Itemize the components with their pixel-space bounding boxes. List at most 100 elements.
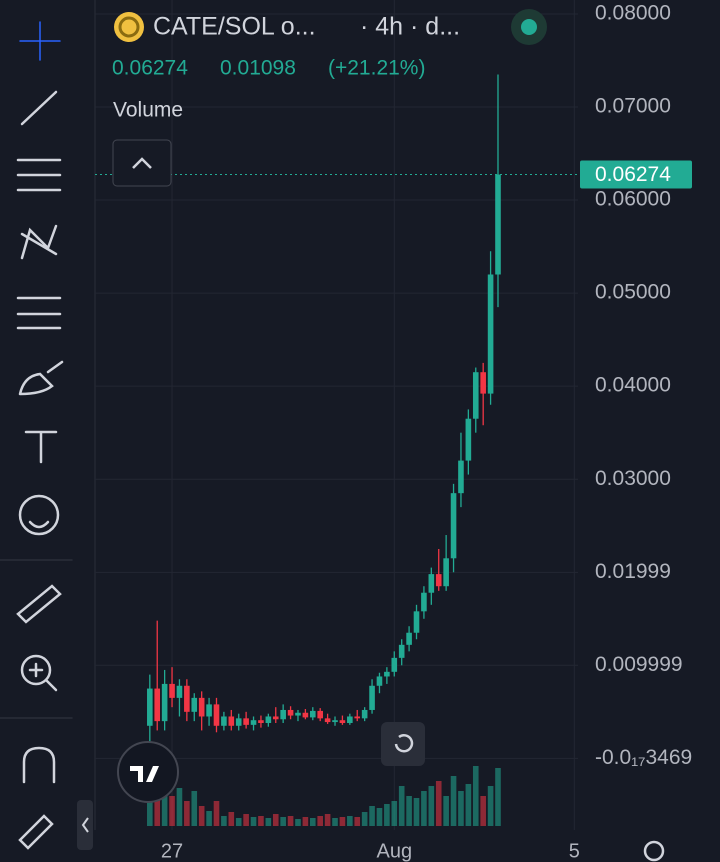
toolbar-separator — [0, 559, 73, 719]
candle-body — [295, 712, 301, 716]
volume-bar — [435, 781, 442, 826]
candle-body — [176, 685, 183, 698]
candle-body — [495, 174, 501, 275]
volume-bar — [487, 786, 494, 826]
candle-body — [465, 418, 472, 461]
candle-body — [428, 574, 435, 593]
y-tick-label: 0.01999 — [595, 560, 671, 583]
volume-bar — [309, 818, 316, 826]
candle-body — [287, 709, 294, 716]
symbol-logo — [114, 12, 144, 42]
volume-bar — [302, 817, 309, 826]
candle-body — [206, 704, 212, 717]
toolbar — [0, 0, 78, 862]
candle-body — [376, 676, 383, 686]
candle-body — [265, 716, 272, 723]
candle-body — [250, 720, 257, 725]
candle-body — [161, 683, 168, 722]
last-price: 0.06274 — [112, 57, 188, 80]
candle-body — [472, 372, 479, 419]
candle-body — [280, 709, 286, 720]
projection-tool[interactable] — [16, 296, 62, 330]
candle-body — [272, 716, 279, 720]
volume-bar — [421, 791, 427, 826]
candle-body — [347, 716, 353, 723]
volume-bar — [243, 814, 249, 826]
last-price-label: 0.06274 — [595, 163, 671, 186]
lock-tool[interactable] — [18, 814, 54, 850]
volume-bar — [287, 816, 294, 826]
volume-bar — [376, 808, 383, 826]
ruler-tool[interactable] — [16, 584, 62, 624]
volume-bar — [272, 814, 279, 826]
candle-body — [458, 460, 464, 494]
toolbar-toggle-icon — [81, 817, 89, 833]
volume-bar — [176, 788, 183, 826]
volume-bar — [391, 801, 398, 826]
volume-bar — [317, 816, 324, 826]
reset-button[interactable] — [381, 722, 425, 766]
market-status[interactable] — [521, 19, 537, 35]
candle-body — [147, 688, 153, 726]
x-tick-label: 5 — [569, 840, 580, 862]
volume-bar — [198, 806, 205, 826]
text-tool[interactable] — [24, 430, 58, 464]
indicator-name[interactable]: Volume — [113, 99, 183, 122]
volume-bar — [406, 796, 412, 826]
emoji-mouth — [28, 520, 50, 529]
y-tick-label: 0.07000 — [595, 95, 671, 118]
candle-body — [258, 720, 264, 723]
volume-bar — [258, 816, 264, 826]
x-tick-label: Aug — [376, 840, 412, 862]
symbol[interactable]: CATE/SOL o... — [153, 13, 316, 41]
volume-bar — [472, 766, 479, 826]
volume-bar — [235, 818, 242, 826]
candle-body — [184, 685, 190, 712]
volume-bar — [384, 804, 390, 826]
price-change-pct: (+21.21%) — [328, 57, 425, 80]
candle-body — [309, 710, 316, 718]
volume-bar — [398, 786, 405, 826]
volume-bar — [324, 814, 331, 826]
volume-bar — [339, 817, 346, 826]
last-price-tag — [580, 160, 692, 189]
candle-body — [391, 657, 398, 672]
volume-bar — [428, 786, 435, 826]
candle-body — [487, 274, 494, 394]
y-tick-label: 0.06000 — [595, 188, 671, 211]
volume-bar — [280, 817, 286, 826]
magnet-tool[interactable] — [22, 746, 56, 784]
pattern-tool[interactable] — [20, 224, 58, 260]
interval[interactable]: · 4h · d... — [360, 13, 460, 41]
candle-body — [154, 688, 161, 722]
settings-button[interactable] — [643, 840, 665, 862]
candle-body — [435, 574, 442, 587]
fib-tool[interactable] — [16, 158, 62, 192]
volume-bar — [332, 818, 338, 826]
tv-logo-mark — [130, 766, 159, 782]
collapse-icon — [132, 157, 152, 169]
volume-bar — [354, 817, 361, 826]
brush-tool[interactable] — [18, 360, 64, 396]
zoom-tool[interactable] — [20, 654, 52, 686]
volume-bar — [169, 796, 175, 826]
collapse-button[interactable] — [112, 139, 172, 187]
candle-body — [443, 558, 449, 587]
crosshair-tool[interactable] — [19, 21, 61, 61]
emoji-tool[interactable] — [18, 494, 60, 536]
toolbar-toggle[interactable] — [77, 800, 93, 850]
candle-body — [169, 683, 175, 698]
volume-bar — [413, 798, 420, 826]
candle-body — [324, 718, 331, 723]
volume-bar — [147, 786, 153, 826]
y-tick-label: 0.009999 — [595, 653, 683, 676]
volume-bar — [443, 796, 449, 826]
candle-body — [413, 611, 420, 633]
candle-body — [198, 697, 205, 717]
candle-body — [361, 709, 368, 719]
trend-line-tool[interactable] — [20, 90, 58, 126]
y-tick-label: -0.0₁₇3469 — [595, 746, 692, 769]
candle-body — [450, 493, 457, 559]
tv-logo[interactable] — [117, 741, 179, 803]
